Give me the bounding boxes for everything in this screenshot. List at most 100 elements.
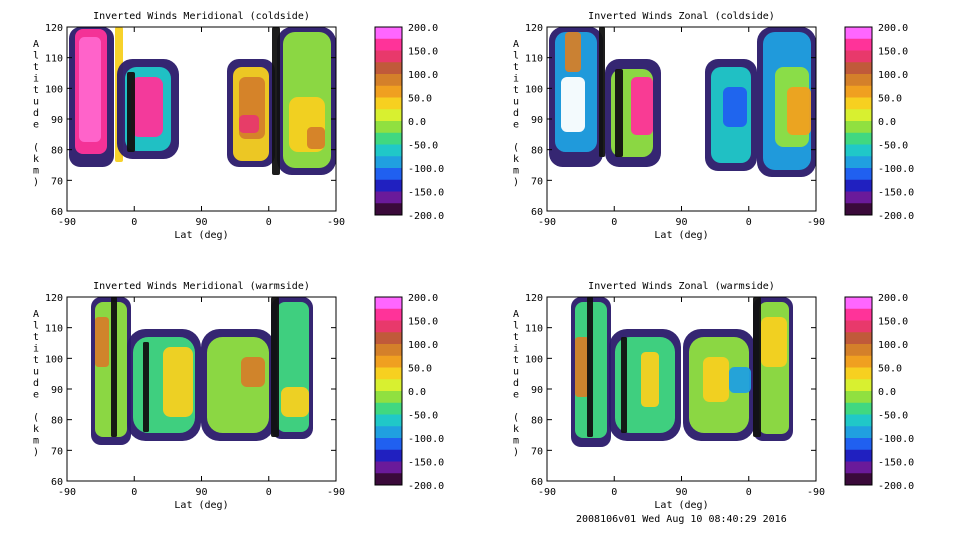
colorbar-swatch: [845, 426, 872, 439]
colorbar-swatch: [845, 449, 872, 462]
colorbar-swatch: [845, 297, 872, 310]
contour-field: [91, 297, 313, 445]
x-tick-label: 0: [131, 487, 137, 498]
colorbar-label: 50.0: [878, 364, 902, 375]
contour-region: [561, 77, 585, 132]
y-tick-label: 120: [525, 293, 543, 304]
colorbar-swatch: [375, 50, 402, 63]
x-axis-label: Lat (deg): [174, 230, 228, 241]
colorbar-swatch: [845, 332, 872, 345]
contour-field: [69, 27, 336, 175]
y-tick-label: 80: [531, 146, 543, 157]
contour-region: [271, 297, 279, 437]
colorbar-swatch: [845, 121, 872, 134]
colorbar-frame: [374, 26, 403, 216]
contour-region: [599, 27, 605, 157]
colorbar-swatch: [845, 344, 872, 357]
colorbar-swatch: [845, 74, 872, 87]
colorbar-swatch: [375, 156, 402, 169]
colorbar-swatch: [845, 191, 872, 204]
chart-title: Inverted Winds Zonal (warmside): [588, 281, 775, 292]
colorbar-frame: [844, 296, 873, 486]
colorbar-label: 0.0: [878, 387, 896, 398]
contour-region: [723, 87, 747, 127]
y-tick-label: 80: [51, 416, 63, 427]
colorbar-label: -100.0: [878, 434, 914, 445]
colorbar-swatch: [845, 414, 872, 427]
colorbar-swatch: [845, 97, 872, 110]
chart-title: Inverted Winds Meridional (coldside): [93, 11, 310, 22]
y-tick-label: 100: [525, 84, 543, 95]
colorbar-swatch: [375, 97, 402, 110]
y-tick-label: 100: [525, 354, 543, 365]
y-tick-label: 80: [51, 146, 63, 157]
contour-region: [79, 37, 101, 142]
contour-region: [307, 127, 325, 149]
contour-field: [571, 297, 793, 447]
colorbar-swatch: [845, 320, 872, 333]
colorbar-swatch: [845, 379, 872, 392]
x-tick-label: -90: [58, 487, 76, 498]
colorbar-swatch: [845, 461, 872, 474]
chart-panel-2: Inverted Winds Zonal (coldside) 60 70 80 90 1…: [513, 11, 914, 241]
colorbar-label: 200.0: [878, 293, 908, 304]
colorbar: 200.0 150.0 100.0 50.0 0.0 -50.0 -100.0 -150.0 -…: [844, 23, 914, 222]
colorbar-label: 100.0: [878, 340, 908, 351]
colorbar-swatch: [845, 402, 872, 415]
y-tick-label: 120: [45, 293, 63, 304]
colorbar-label: 50.0: [878, 94, 902, 105]
colorbar-label: 50.0: [408, 364, 432, 375]
x-tick-label: 0: [746, 217, 752, 228]
contour-region: [95, 317, 109, 367]
x-axis-label: Lat (deg): [654, 500, 708, 511]
colorbar-swatch: [375, 426, 402, 439]
colorbar-swatch: [375, 38, 402, 51]
colorbar-frame: [374, 296, 403, 486]
footer-timestamp: 2008106v01 Wed Aug 10 08:40:29 2016: [576, 514, 787, 525]
colorbar-swatch: [845, 179, 872, 192]
x-tick-label: 90: [195, 217, 207, 228]
x-tick-label: 0: [746, 487, 752, 498]
y-tick-label: 120: [525, 23, 543, 34]
colorbar-label: 150.0: [878, 317, 908, 328]
colorbar-swatch: [845, 473, 872, 486]
colorbar-swatch: [845, 132, 872, 145]
x-tick-label: -90: [538, 487, 556, 498]
contour-region: [587, 297, 593, 437]
colorbar-swatch: [375, 308, 402, 321]
contour-region: [631, 77, 653, 135]
chart-panel-3: Inverted Winds Meridional (warmside) 60 70…: [33, 281, 444, 511]
colorbar-swatch: [375, 132, 402, 145]
contour-region: [143, 342, 149, 432]
y-tick-label: 90: [531, 385, 543, 396]
contour-region: [729, 367, 751, 393]
colorbar-label: -150.0: [408, 188, 444, 199]
x-tick-label: 0: [266, 487, 272, 498]
colorbar-swatch: [375, 355, 402, 368]
colorbar-swatch: [375, 297, 402, 310]
x-tick-label: 90: [675, 217, 687, 228]
x-tick-label: 90: [195, 487, 207, 498]
contour-region: [241, 357, 265, 387]
colorbar-label: 150.0: [878, 47, 908, 58]
colorbar-swatch: [845, 62, 872, 75]
x-tick-label: 0: [266, 217, 272, 228]
colorbar-swatch: [845, 203, 872, 216]
x-axis-label: Lat (deg): [654, 230, 708, 241]
colorbar-swatch: [375, 473, 402, 486]
colorbar-label: -100.0: [408, 434, 444, 445]
chart-panel-4: Inverted Winds Zonal (warmside) 60 70 80 90 1…: [513, 281, 914, 511]
colorbar-swatch: [375, 320, 402, 333]
colorbar-swatch: [845, 438, 872, 451]
colorbar-label: 200.0: [408, 293, 438, 304]
contour-region: [239, 115, 259, 133]
colorbar-label: 0.0: [408, 387, 426, 398]
colorbar-swatch: [845, 156, 872, 169]
colorbar-frame: [844, 26, 873, 216]
y-tick-label: 110: [525, 324, 543, 335]
contour-region: [641, 352, 659, 407]
colorbar-label: -50.0: [408, 411, 438, 422]
